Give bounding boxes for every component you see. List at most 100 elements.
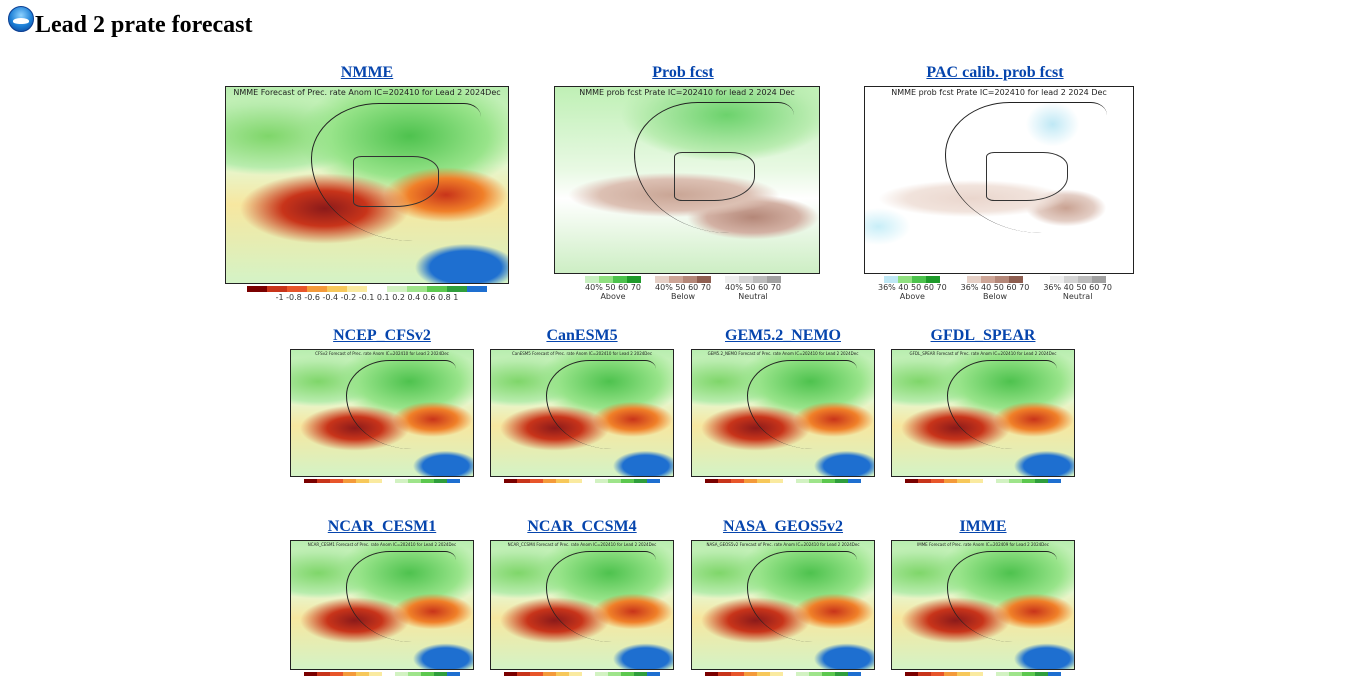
link-ncar-cesm1[interactable]: NCAR_CESM1 (327, 518, 437, 535)
legend-swatch (1009, 672, 1022, 676)
legend-swatch (835, 672, 848, 676)
legend-swatch (770, 672, 783, 676)
legend-swatch (608, 672, 621, 676)
legend-swatch (407, 286, 427, 292)
map-title: NCAR_CCSM4 Forecast of Prec. rate Anom I… (507, 542, 657, 547)
page-header: Lead 2 prate forecast (8, 6, 253, 42)
legend-swatch (595, 672, 608, 676)
legend-swatch (1035, 672, 1048, 676)
legend-swatch (613, 276, 627, 283)
legend-swatch (421, 479, 434, 483)
map-title: CFSv2 Forecast of Prec. rate Anom IC=202… (315, 351, 449, 356)
legend-swatch (931, 479, 944, 483)
link-imme[interactable]: IMME (959, 518, 1007, 535)
link-nmme[interactable]: NMME (340, 64, 394, 81)
legend-swatch (931, 672, 944, 676)
panel-nasa-geos5v2: NASA_GEOS5v2 NASA_GEOS5v2 Forecast of Pr… (683, 518, 883, 676)
map-title: CanESM5 Forecast of Prec. rate Anom IC=2… (511, 351, 653, 356)
anomaly-color-legend (282, 672, 482, 676)
link-pac-calib-prob-fcst[interactable]: PAC calib. prob fcst (926, 64, 1064, 81)
nasa-geos5v2-map-image[interactable]: NASA_GEOS5v2 Forecast of Prec. rate Anom… (691, 540, 875, 670)
link-gfdl-spear[interactable]: GFDL_SPEAR (930, 327, 1036, 344)
legend-swatch (304, 479, 317, 483)
legend-swatch (996, 479, 1009, 483)
legend-swatch (447, 672, 460, 676)
legend-swatch (983, 479, 996, 483)
legend-swatch (705, 672, 718, 676)
legend-swatch (421, 672, 434, 676)
legend-below: 40% 50 60 70 Below (655, 276, 711, 301)
legend-swatch (569, 479, 582, 483)
legend-swatch (330, 479, 343, 483)
legend-swatch (718, 672, 731, 676)
anomaly-color-legend (683, 479, 883, 483)
nmme-map-image[interactable]: NMME Forecast of Prec. rate Anom IC=2024… (225, 86, 509, 284)
ncep-cfsv2-map-image[interactable]: CFSv2 Forecast of Prec. rate Anom IC=202… (290, 349, 474, 477)
legend-swatch (944, 672, 957, 676)
pac-calib-map-image[interactable]: NMME prob fcst Prate IC=202410 for lead … (864, 86, 1134, 274)
canesm5-map-image[interactable]: CanESM5 Forecast of Prec. rate Anom IC=2… (490, 349, 674, 477)
prob-fcst-map-image[interactable]: NMME prob fcst Prate IC=202410 for lead … (554, 86, 820, 274)
legend-swatch (369, 672, 382, 676)
panel-canesm5: CanESM5 CanESM5 Forecast of Prec. rate A… (482, 327, 682, 483)
legend-swatch (697, 276, 711, 283)
legend-swatch (621, 672, 634, 676)
legend-swatch (822, 672, 835, 676)
ncar-ccsm4-map-image[interactable]: NCAR_CCSM4 Forecast of Prec. rate Anom I… (490, 540, 674, 670)
noaa-logo-icon (8, 6, 34, 32)
gem52-nemo-map-image[interactable]: GEM5.2_NEMO Forecast of Prec. rate Anom … (691, 349, 875, 477)
legend-swatch (725, 276, 739, 283)
link-gem52-nemo[interactable]: GEM5.2_NEMO (725, 327, 841, 344)
legend-swatch (408, 672, 421, 676)
legend-swatch (1008, 276, 1023, 283)
legend-swatch (634, 479, 647, 483)
legend-swatch (1091, 276, 1106, 283)
legend-swatch (753, 276, 767, 283)
legend-neutral: 40% 50 60 70 Neutral (725, 276, 781, 301)
legend-swatch (1048, 479, 1061, 483)
legend-swatch (582, 479, 595, 483)
anomaly-color-legend (883, 479, 1083, 483)
legend-swatch (447, 286, 467, 292)
legend-swatch (744, 479, 757, 483)
link-ncar-ccsm4[interactable]: NCAR_CCSM4 (527, 518, 637, 535)
legend-swatch (647, 479, 660, 483)
link-prob-fcst[interactable]: Prob fcst (652, 64, 714, 81)
legend-swatch (627, 276, 641, 283)
legend-swatch (647, 672, 660, 676)
map-title: NMME Forecast of Prec. rate Anom IC=2024… (233, 88, 501, 97)
legend-swatch (608, 479, 621, 483)
page-title: Lead 2 prate forecast (35, 11, 253, 38)
legend-swatch (744, 672, 757, 676)
legend-swatch (957, 479, 970, 483)
ncar-cesm1-map-image[interactable]: NCAR_CESM1 Forecast of Prec. rate Anom I… (290, 540, 474, 670)
legend-swatch (731, 479, 744, 483)
legend-neutral: 36% 40 50 60 70 Neutral (1043, 276, 1112, 301)
panel-ncep-cfsv2: NCEP_CFSv2 CFSv2 Forecast of Prec. rate … (282, 327, 482, 483)
legend-ticks: -1 -0.8 -0.6 -0.4 -0.2 -0.1 0.1 0.2 0.4 … (275, 293, 459, 302)
anomaly-color-legend (683, 672, 883, 676)
panel-prob-fcst: Prob fcst NMME prob fcst Prate IC=202410… (538, 64, 828, 301)
map-title: GFDL_SPEAR Forecast of Prec. rate Anom I… (909, 351, 1057, 356)
legend-swatch (912, 276, 927, 283)
legend-swatch (347, 286, 367, 292)
link-ncep-cfsv2[interactable]: NCEP_CFSv2 (333, 327, 431, 344)
legend-swatch (543, 479, 556, 483)
legend-swatch (705, 479, 718, 483)
legend-swatch (504, 672, 517, 676)
legend-swatch (796, 479, 809, 483)
legend-swatch (822, 479, 835, 483)
map-title: NMME prob fcst Prate IC=202410 for lead … (579, 88, 795, 97)
legend-swatch (970, 672, 983, 676)
map-title: GEM5.2_NEMO Forecast of Prec. rate Anom … (707, 351, 859, 356)
legend-swatch (569, 672, 582, 676)
link-canesm5[interactable]: CanESM5 (546, 327, 618, 344)
imme-map-image[interactable]: IMME Forecast of Prec. rate Anom IC=2024… (891, 540, 1075, 670)
legend-swatch (926, 276, 941, 283)
legend-swatch (1022, 479, 1035, 483)
gfdl-spear-map-image[interactable]: GFDL_SPEAR Forecast of Prec. rate Anom I… (891, 349, 1075, 477)
legend-swatch (582, 672, 595, 676)
legend-swatch (367, 286, 387, 292)
legend-swatch (467, 286, 487, 292)
link-nasa-geos5v2[interactable]: NASA_GEOS5v2 (722, 518, 844, 535)
